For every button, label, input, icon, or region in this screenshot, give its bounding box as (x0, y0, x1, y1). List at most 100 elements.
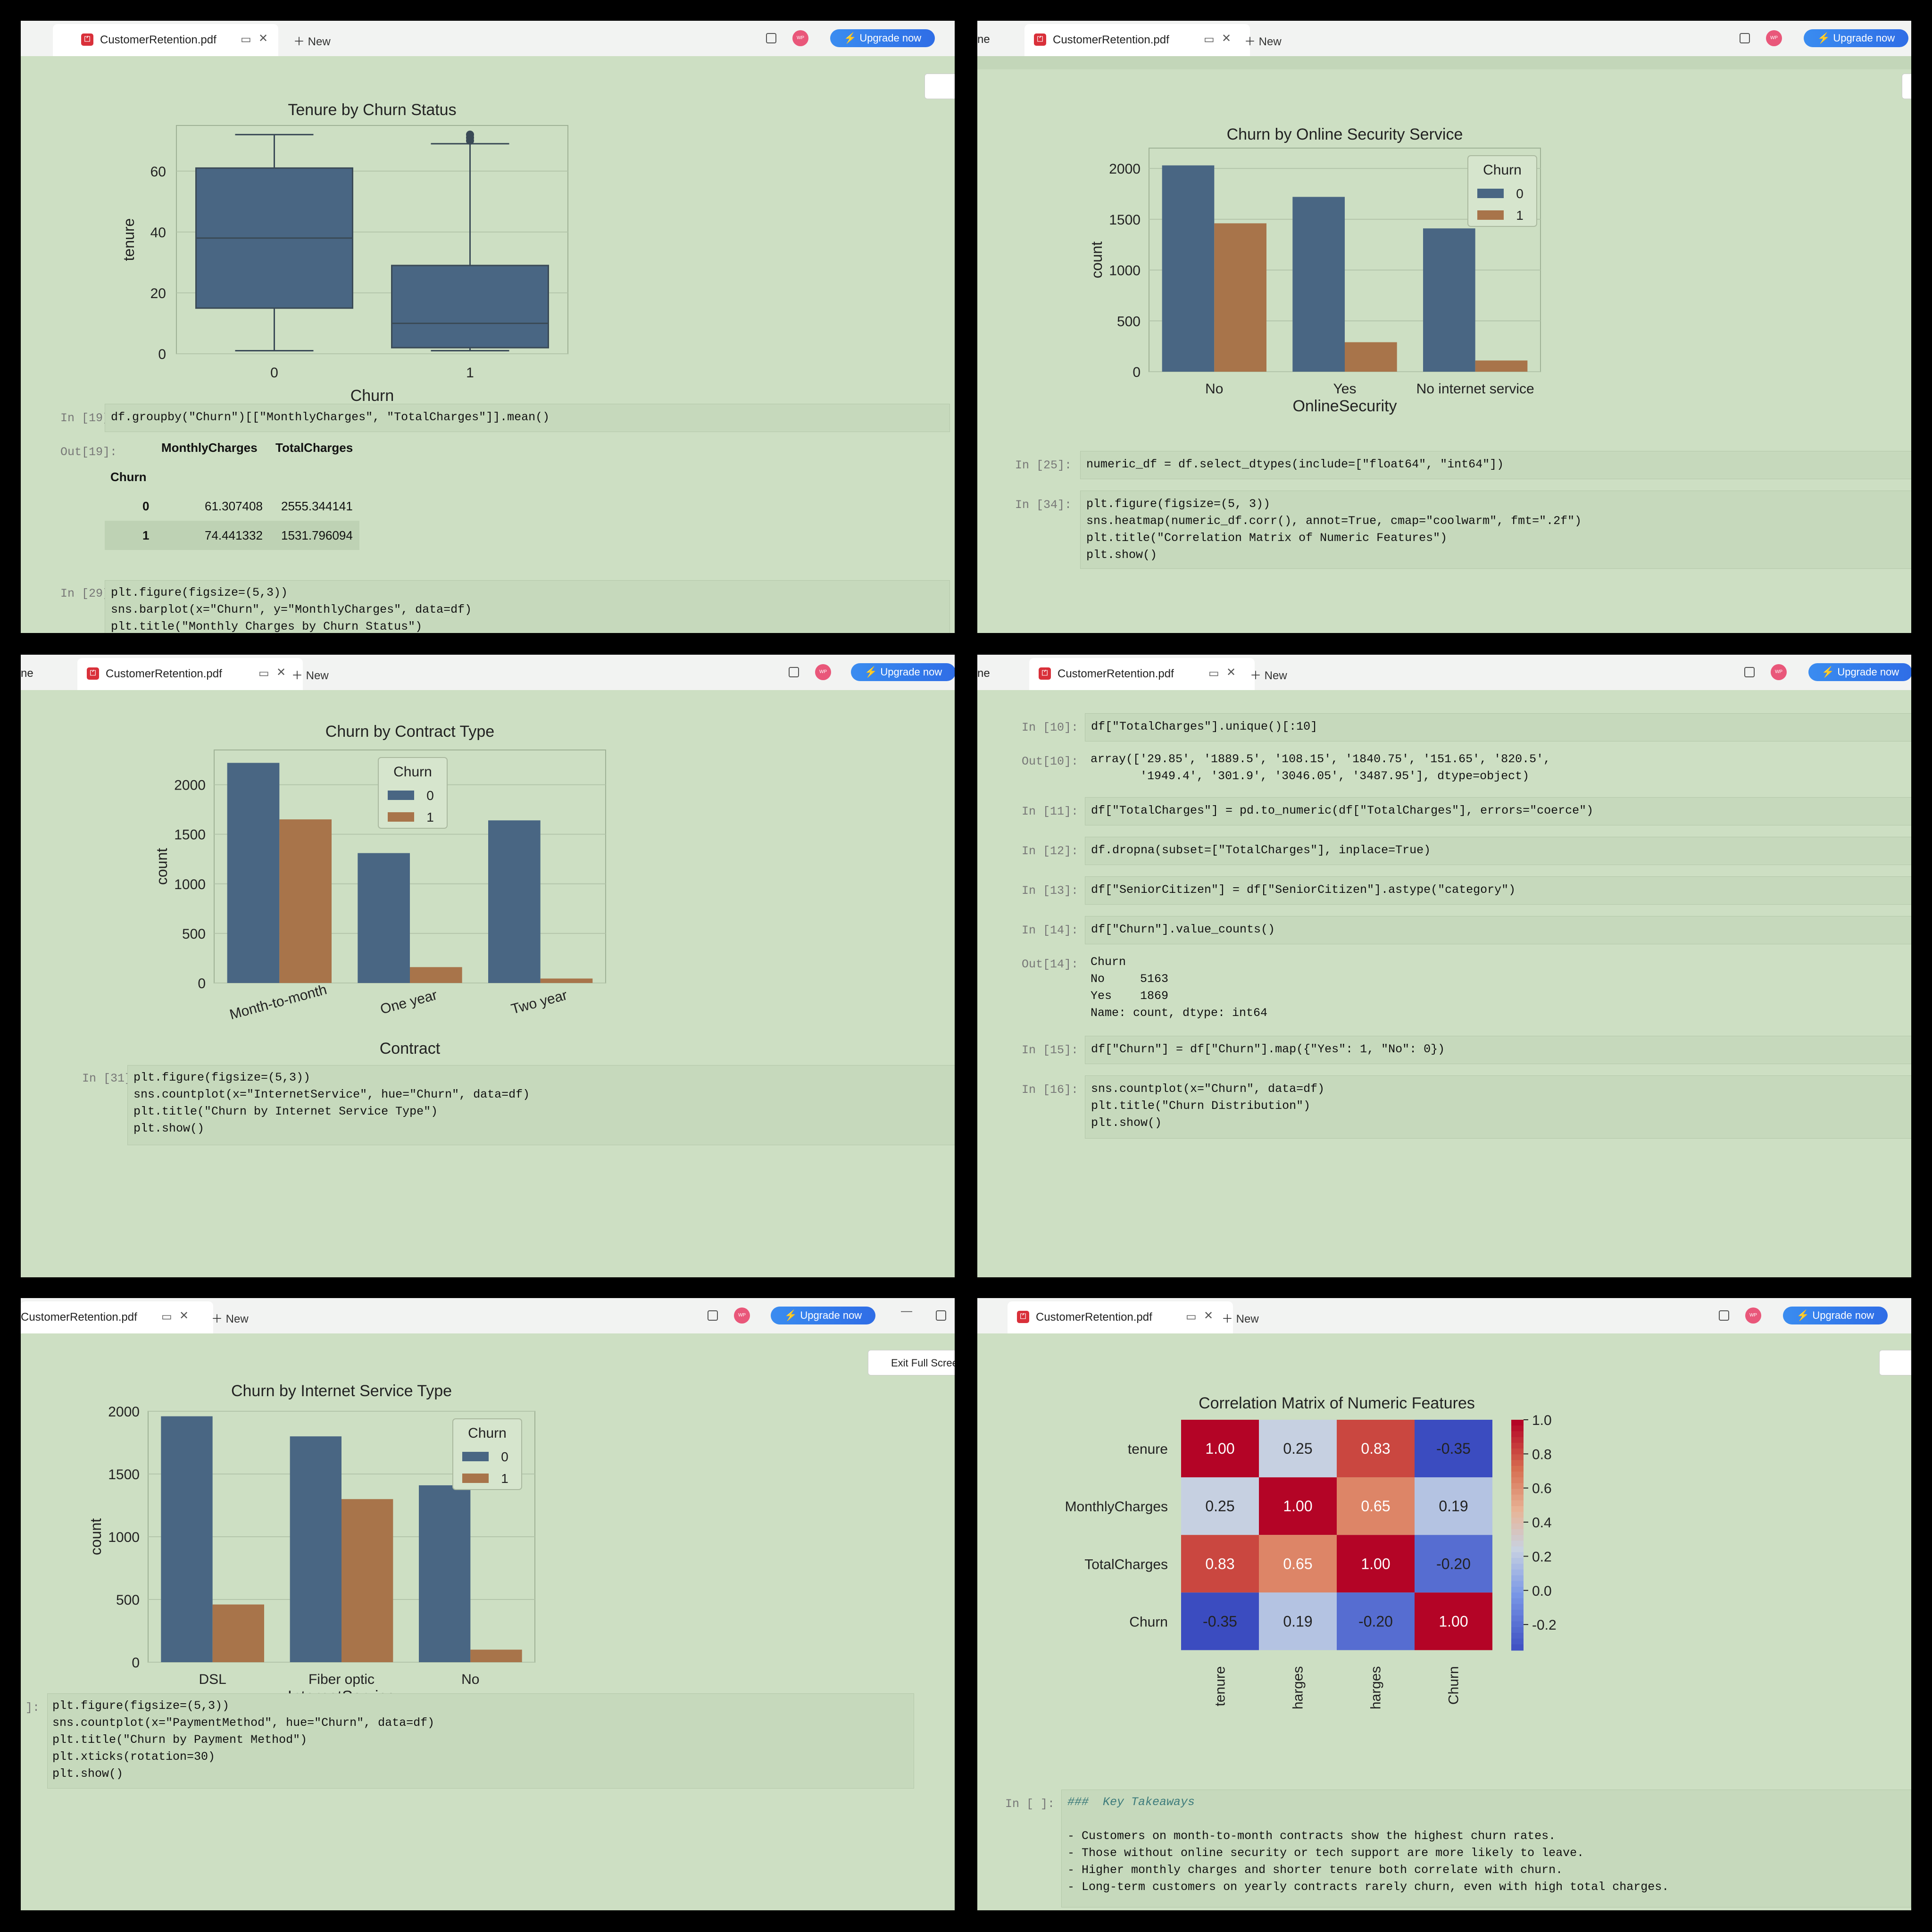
exit-fullscreen-button[interactable] (1902, 74, 1911, 99)
chart-title: Correlation Matrix of Numeric Features (1199, 1394, 1475, 1412)
cell-annotation: 0.25 (1205, 1498, 1234, 1515)
window-icon[interactable] (789, 667, 799, 677)
avatar[interactable]: WP (1766, 30, 1782, 46)
colorbar-segment (1511, 1552, 1524, 1559)
code-cell[interactable]: plt.figure(figsize=(5, 3)) sns.heatmap(n… (1080, 491, 1911, 569)
takeaway-item: Higher monthly charges and shorter tenur… (1082, 1863, 1563, 1877)
browser-tab-bar: CustomerRetention.pdf ▭ ✕ ＋ New WP ⚡ Upg… (21, 1298, 955, 1333)
new-tab-button[interactable]: ＋ New (291, 666, 329, 683)
cell-annotation: 1.00 (1361, 1555, 1390, 1572)
window-icon[interactable] (766, 33, 776, 43)
tab-title: CustomerRetention.pdf (1053, 33, 1169, 46)
scroll-strip (977, 56, 1911, 69)
monitor-icon[interactable]: ▭ (241, 33, 251, 46)
window-icon[interactable] (1744, 667, 1755, 677)
code-cell[interactable]: sns.countplot(x="Churn", data=df) plt.ti… (1085, 1075, 1911, 1139)
code-cell[interactable]: df["Churn"] = df["Churn"].map({"Yes": 1,… (1085, 1036, 1911, 1064)
exit-fullscreen-button[interactable]: Exit Full Screen (868, 1350, 955, 1375)
close-icon[interactable]: ✕ (1222, 32, 1232, 45)
upgrade-button[interactable]: ⚡ Upgrade now (771, 1307, 875, 1324)
close-icon[interactable]: ✕ (276, 666, 286, 679)
upgrade-button[interactable]: ⚡ Upgrade now (830, 29, 935, 47)
takeaway-item: Those without online security or tech su… (1082, 1846, 1584, 1860)
upgrade-button[interactable]: ⚡ Upgrade now (1783, 1307, 1888, 1324)
y-axis-label: count (1088, 242, 1105, 278)
monitor-icon[interactable]: ▭ (161, 1310, 172, 1323)
monitor-icon[interactable]: ▭ (1208, 667, 1219, 680)
code-cell[interactable]: df["SeniorCitizen"] = df["SeniorCitizen"… (1085, 876, 1911, 905)
monitor-icon[interactable]: ▭ (1186, 1310, 1197, 1323)
y-tick-label: 1500 (1109, 212, 1141, 228)
code-cell[interactable]: df["TotalCharges"].unique()[:10] (1085, 713, 1911, 741)
new-tab-button[interactable]: ＋ New (293, 32, 331, 49)
x-tick-label: One year (379, 987, 439, 1017)
code-cell[interactable]: numeric_df = df.select_dtypes(include=["… (1080, 451, 1911, 479)
browser-tab-bar: ne ⏍ CustomerRetention.pdf ▭ ✕ ＋ New WP … (977, 655, 1911, 690)
exit-fullscreen-button[interactable] (1879, 1350, 1911, 1375)
cell-annotation: 0.19 (1283, 1613, 1312, 1630)
row-index: 0 (142, 499, 150, 513)
legend-swatch (388, 812, 414, 822)
avatar[interactable]: WP (1771, 664, 1787, 680)
heatmap-cell (1181, 1420, 1259, 1478)
code-cell[interactable]: plt.figure(figsize=(5,3)) sns.countplot(… (47, 1693, 914, 1789)
tab-pdf[interactable]: CustomerRetention.pdf ▭ ✕ (21, 1301, 213, 1333)
avatar[interactable]: WP (1745, 1307, 1761, 1324)
code-line: df.dropna(subset=["TotalCharges"], inpla… (1091, 843, 1431, 857)
bar-0 (290, 1436, 341, 1662)
colorbar-tick-label: 0.4 (1532, 1515, 1552, 1531)
code-cell[interactable]: df.dropna(subset=["TotalCharges"], inpla… (1085, 837, 1911, 865)
colorbar-segment (1511, 1517, 1524, 1524)
maximize-icon[interactable] (936, 1310, 946, 1321)
bar-0 (358, 853, 410, 983)
markdown-cell[interactable]: ### Key Takeaways - Customers on month-t… (1061, 1790, 1911, 1907)
code-cell[interactable]: plt.figure(figsize=(5,3)) sns.barplot(x=… (105, 580, 950, 633)
avatar[interactable]: WP (815, 664, 831, 680)
bar-1 (1345, 342, 1397, 372)
new-tab-button[interactable]: ＋ New (1244, 32, 1282, 49)
partial-tab-title: ne (21, 667, 33, 680)
close-icon[interactable]: ✕ (258, 32, 268, 45)
code-cell[interactable]: plt.figure(figsize=(5,3)) sns.countplot(… (127, 1065, 955, 1145)
tab-title: CustomerRetention.pdf (21, 1311, 137, 1324)
close-icon[interactable]: ✕ (1204, 1309, 1214, 1322)
new-tab-button[interactable]: ＋ New (1250, 666, 1287, 683)
colorbar-segment (1511, 1587, 1524, 1593)
avatar[interactable]: WP (734, 1307, 750, 1324)
close-icon[interactable]: ✕ (179, 1309, 189, 1322)
window-icon[interactable] (1719, 1310, 1729, 1321)
close-icon[interactable]: ✕ (1226, 666, 1236, 679)
code-line: plt.title("Correlation Matrix of Numeric… (1086, 531, 1448, 545)
code-cell[interactable]: df["Churn"].value_counts() (1085, 916, 1911, 944)
monitor-icon[interactable]: ▭ (1204, 33, 1215, 46)
avatar[interactable]: WP (792, 30, 808, 46)
x-tick-label: MonthlyCharges (1291, 1666, 1306, 1708)
window-icon[interactable] (1740, 33, 1750, 43)
exit-fullscreen-button[interactable] (924, 74, 955, 99)
tab-pdf[interactable]: ⏍ CustomerRetention.pdf ▭ ✕ (1029, 658, 1255, 690)
new-tab-button[interactable]: ＋ New (211, 1309, 249, 1326)
upgrade-button[interactable]: ⚡ Upgrade now (1808, 663, 1911, 681)
tab-pdf[interactable]: ⏍ CustomerRetention.pdf ▭ ✕ (1024, 24, 1250, 56)
cell-value: 74.441332 (205, 528, 263, 542)
new-tab-button[interactable]: ＋ New (1222, 1309, 1259, 1326)
tab-pdf[interactable]: ⏍ CustomerRetention.pdf ▭ ✕ (1008, 1301, 1233, 1333)
code-cell[interactable]: df["TotalCharges"] = pd.to_numeric(df["T… (1085, 797, 1911, 825)
heatmap-cell (1415, 1477, 1492, 1535)
minimize-icon[interactable]: — (901, 1305, 912, 1317)
colorbar-segment (1511, 1471, 1524, 1478)
heatmap-cell (1337, 1477, 1415, 1535)
new-tab-label: New (1236, 1313, 1259, 1325)
code-block: plt.figure(figsize=(5,3)) sns.countplot(… (133, 1069, 530, 1137)
cell-prompt: In [25]: (1015, 458, 1072, 472)
window-icon[interactable] (708, 1310, 718, 1321)
tab-pdf[interactable]: ⏍ CustomerRetention.pdf ▭ ✕ (77, 658, 303, 690)
code-cell[interactable]: df.groupby("Churn")[["MonthlyCharges", "… (105, 404, 950, 432)
upgrade-button[interactable]: ⚡ Upgrade now (851, 663, 955, 681)
output-line: Name: count, dtype: int64 (1091, 1006, 1268, 1020)
output-dataframe: MonthlyCharges TotalCharges Churn 0 61.3… (105, 441, 359, 577)
monitor-icon[interactable]: ▭ (258, 667, 269, 680)
panel-correlation: ⏍ CustomerRetention.pdf ▭ ✕ ＋ New WP ⚡ U… (977, 1298, 1911, 1910)
tab-pdf[interactable]: ⏍ CustomerRetention.pdf ▭ ✕ (53, 24, 278, 56)
upgrade-button[interactable]: ⚡ Upgrade now (1804, 29, 1908, 47)
